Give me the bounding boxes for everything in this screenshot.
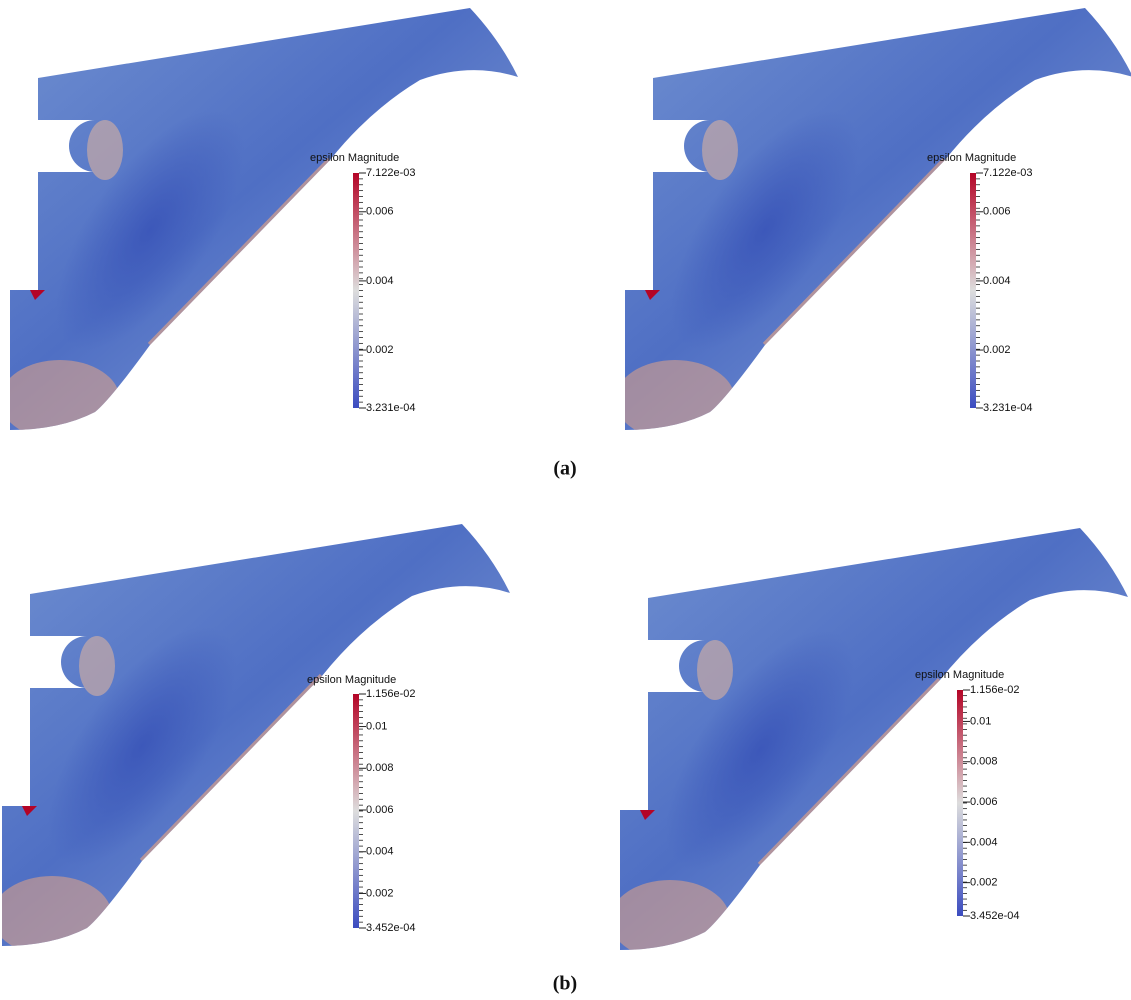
tick-label: 0.002: [366, 344, 394, 356]
tick-label: 0.006: [983, 206, 1011, 218]
tick-label: 0.006: [366, 804, 394, 816]
tick-label: 0.006: [970, 796, 998, 808]
mesh-plot: [615, 8, 1131, 440]
colorbar-title: epsilon Magnitude: [915, 669, 1004, 681]
colorbar: [957, 690, 963, 916]
tick-label: 0.01: [366, 720, 387, 732]
tick-label: 0.002: [366, 887, 394, 899]
tick-label: 0.004: [366, 846, 394, 858]
mesh-plot: [610, 528, 1128, 960]
tick-label: 0.004: [970, 836, 998, 848]
colorbar-title: epsilon Magnitude: [927, 152, 1016, 164]
tick-label: 0.008: [366, 762, 394, 774]
mesh-plot: [0, 524, 510, 956]
tick-label: 7.122e-03: [983, 167, 1033, 179]
tick-label: 0.004: [366, 275, 394, 287]
tick-label: 3.452e-04: [970, 910, 1020, 922]
tick-label: 0.004: [983, 275, 1011, 287]
tick-label: 3.231e-04: [983, 402, 1033, 414]
tick-label: 3.231e-04: [366, 402, 416, 414]
tick-label: 0.002: [970, 877, 998, 889]
colorbar: [353, 694, 359, 928]
colorbar: [353, 173, 359, 408]
colorbar-title: epsilon Magnitude: [307, 674, 396, 686]
caption: (a): [553, 458, 576, 480]
tick-label: 1.156e-02: [366, 688, 416, 700]
mesh-plot: [0, 8, 518, 440]
tick-label: 3.452e-04: [366, 922, 416, 934]
tick-label: 0.008: [970, 756, 998, 768]
tick-label: 0.002: [983, 344, 1011, 356]
tick-label: 0.01: [970, 715, 991, 727]
tick-label: 7.122e-03: [366, 167, 416, 179]
tick-label: 1.156e-02: [970, 684, 1020, 696]
colorbar-title: epsilon Magnitude: [310, 152, 399, 164]
caption: (b): [553, 973, 577, 995]
tick-label: 0.006: [366, 206, 394, 218]
colorbar: [970, 173, 976, 408]
